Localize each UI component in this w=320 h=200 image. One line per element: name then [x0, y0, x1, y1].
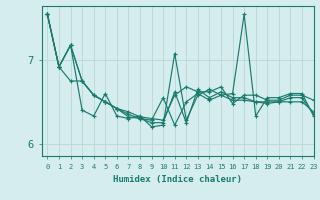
X-axis label: Humidex (Indice chaleur): Humidex (Indice chaleur) — [113, 175, 242, 184]
